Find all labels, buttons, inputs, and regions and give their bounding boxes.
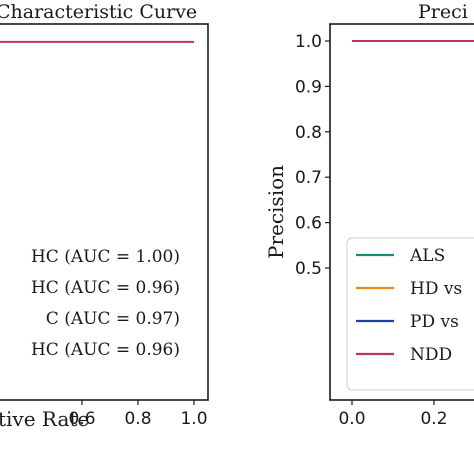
right-x-ticks: 0.0 0.2	[338, 400, 448, 429]
left-x-tick-label: 1.0	[180, 409, 207, 429]
right-y-tick-label: 0.5	[295, 259, 322, 279]
left-legend-entry: HC (AUC = 0.96)	[31, 340, 180, 360]
right-series-group	[352, 40, 474, 42]
right-legend-entry: ALS	[409, 246, 445, 266]
right-y-axis-label: Precision	[264, 165, 288, 259]
right-y-tick-label: 0.7	[295, 168, 322, 188]
right-legend-box	[346, 237, 474, 391]
right-y-tick-label: 0.6	[295, 214, 322, 234]
right-y-tick-label: 0.9	[295, 77, 322, 97]
right-y-ticks: 1.0 0.9 0.8 0.7 0.6 0.5	[295, 32, 330, 279]
right-legend: ALS HD vs PD vs NDD	[346, 237, 474, 391]
right-y-tick-label: 0.8	[295, 123, 322, 143]
left-legend-entry: HC (AUC = 0.96)	[31, 278, 180, 298]
left-plot-frame	[0, 23, 209, 401]
right-panel: Preci 1.00.90.80.70.60.5 Precision 0.0 0.…	[264, 1, 474, 429]
right-chart-title: Preci	[418, 1, 468, 23]
right-legend-entry: HD vs	[410, 279, 462, 299]
right-x-tick-label: 0.2	[420, 409, 447, 429]
left-chart-title: Characteristic Curve	[0, 1, 197, 23]
left-x-tick-label: 0.8	[124, 409, 151, 429]
left-x-tick-label: 0.6	[68, 409, 95, 429]
left-legend: HC (AUC = 1.00) HC (AUC = 0.96) C (AUC = 0…	[31, 247, 180, 360]
right-x-tick-label: 0.0	[338, 409, 365, 429]
left-legend-entry: HC (AUC = 1.00)	[31, 247, 180, 267]
left-panel: Characteristic Curve 0.6 0.8 1.0 tive Rate…	[0, 1, 209, 431]
right-y-tick-label: 1.0	[295, 32, 322, 52]
right-legend-entry: PD vs	[410, 312, 459, 332]
left-x-ticks: 0.6 0.8 1.0	[68, 400, 208, 429]
right-legend-entry: NDD	[410, 345, 452, 365]
left-x-axis-label: tive Rate	[0, 407, 89, 431]
right-plot-frame	[329, 23, 474, 401]
left-legend-entry: C (AUC = 0.97)	[46, 309, 180, 329]
